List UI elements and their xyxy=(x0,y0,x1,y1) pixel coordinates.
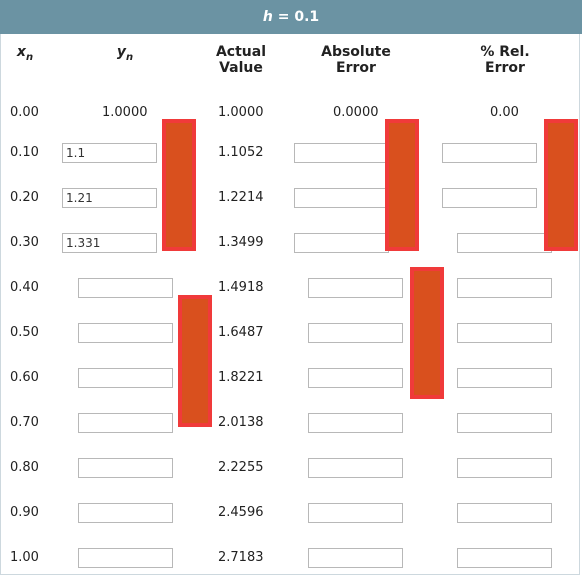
xn-value: 0.30 xyxy=(10,235,39,250)
header-yn: yn xyxy=(116,44,134,63)
xn-value: 0.40 xyxy=(10,280,39,295)
actual-value: 1.1052 xyxy=(218,145,264,160)
highlight-bar xyxy=(178,295,212,427)
actual-value: 2.0138 xyxy=(218,415,264,430)
yn-value: 1.0000 xyxy=(102,105,148,120)
yn-input[interactable] xyxy=(78,458,173,478)
xn-value: 0.00 xyxy=(10,105,39,120)
actual-value: 1.6487 xyxy=(218,325,264,340)
table-row: 0.60 1.8221 xyxy=(0,362,582,407)
xn-value: 0.60 xyxy=(10,370,39,385)
absolute-error-input[interactable] xyxy=(294,143,389,163)
rel-error-input[interactable] xyxy=(442,143,537,163)
table-row: 0.20 1.2214 xyxy=(0,182,582,227)
xn-value: 0.50 xyxy=(10,325,39,340)
rel-error-input[interactable] xyxy=(457,323,552,343)
absolute-error-input[interactable] xyxy=(308,278,403,298)
highlight-bar xyxy=(162,119,196,251)
rel-error-input[interactable] xyxy=(457,368,552,388)
table-row: 0.50 1.6487 xyxy=(0,317,582,362)
xn-value: 0.70 xyxy=(10,415,39,430)
actual-value: 2.2255 xyxy=(218,460,264,475)
header-actual-value: Actual Value xyxy=(215,44,267,76)
absolute-error-input[interactable] xyxy=(308,548,403,568)
rel-error-input[interactable] xyxy=(457,233,552,253)
xn-value: 1.00 xyxy=(10,550,39,565)
absolute-error-input[interactable] xyxy=(308,368,403,388)
xn-value: 0.20 xyxy=(10,190,39,205)
actual-value: 1.4918 xyxy=(218,280,264,295)
table-row: 1.00 2.7183 xyxy=(0,542,582,587)
absolute-error-input[interactable] xyxy=(294,188,389,208)
xn-value: 0.80 xyxy=(10,460,39,475)
table-row: 0.10 1.1052 xyxy=(0,137,582,182)
header-absolute-error: Absolute Error xyxy=(321,44,391,76)
absolute-error-input[interactable] xyxy=(308,323,403,343)
absolute-error-input[interactable] xyxy=(294,233,389,253)
rel-error-input[interactable] xyxy=(457,278,552,298)
yn-input[interactable] xyxy=(62,233,157,253)
absolute-error-input[interactable] xyxy=(308,503,403,523)
h-symbol: h xyxy=(262,9,273,25)
yn-input[interactable] xyxy=(78,323,173,343)
yn-input[interactable] xyxy=(78,368,173,388)
yn-input[interactable] xyxy=(62,188,157,208)
xn-value: 0.90 xyxy=(10,505,39,520)
rel-error-input[interactable] xyxy=(457,503,552,523)
header-rel-error: % Rel. Error xyxy=(480,44,530,76)
header-xn: xn xyxy=(16,44,34,63)
h-value: = 0.1 xyxy=(277,9,320,25)
rel-error-input[interactable] xyxy=(457,548,552,568)
actual-value: 2.4596 xyxy=(218,505,264,520)
step-size-banner: h = 0.1 xyxy=(0,0,582,34)
xn-value: 0.10 xyxy=(10,145,39,160)
yn-input[interactable] xyxy=(78,278,173,298)
absolute-error-value: 0.0000 xyxy=(333,105,379,120)
rel-error-input[interactable] xyxy=(457,413,552,433)
yn-input[interactable] xyxy=(62,143,157,163)
actual-value: 2.7183 xyxy=(218,550,264,565)
table-row: 0.40 1.4918 xyxy=(0,272,582,317)
actual-value: 1.3499 xyxy=(218,235,264,250)
table-row: 0.70 2.0138 xyxy=(0,407,582,452)
table-row: 0.80 2.2255 xyxy=(0,452,582,497)
rel-error-value: 0.00 xyxy=(490,105,519,120)
absolute-error-input[interactable] xyxy=(308,413,403,433)
absolute-error-input[interactable] xyxy=(308,458,403,478)
table-row: 0.90 2.4596 xyxy=(0,497,582,542)
yn-input[interactable] xyxy=(78,413,173,433)
actual-value: 1.2214 xyxy=(218,190,264,205)
highlight-bar xyxy=(544,119,578,251)
highlight-bar xyxy=(385,119,419,251)
table-row: 0.30 1.3499 xyxy=(0,227,582,272)
yn-input[interactable] xyxy=(78,548,173,568)
actual-value: 1.0000 xyxy=(218,105,264,120)
table-row: 0.00 1.0000 1.0000 0.0000 0.00 xyxy=(0,97,582,142)
highlight-bar xyxy=(410,267,444,399)
actual-value: 1.8221 xyxy=(218,370,264,385)
rel-error-input[interactable] xyxy=(442,188,537,208)
rel-error-input[interactable] xyxy=(457,458,552,478)
yn-input[interactable] xyxy=(78,503,173,523)
